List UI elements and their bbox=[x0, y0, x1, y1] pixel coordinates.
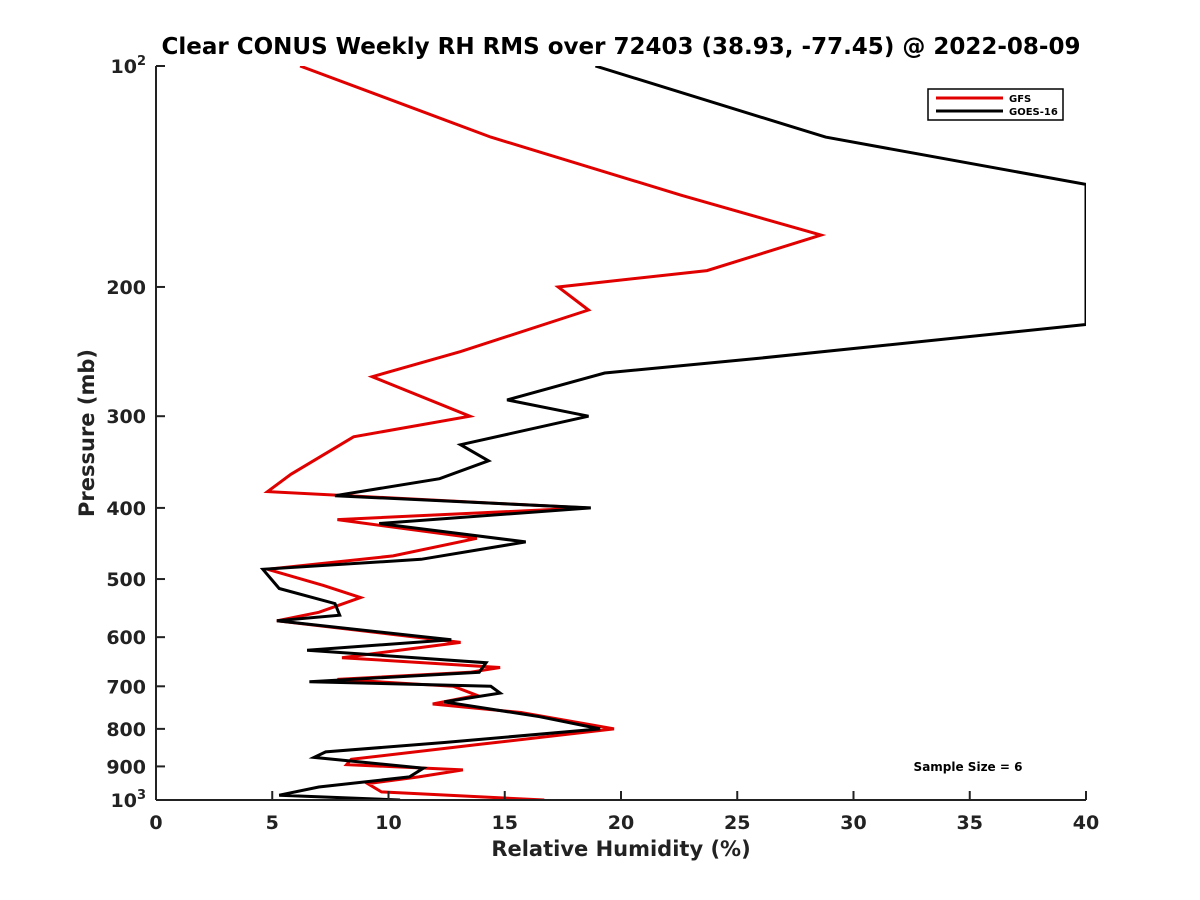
y-tick-label: 103 bbox=[111, 788, 147, 812]
legend-label: GFS bbox=[1009, 94, 1031, 105]
legend: GFS GOES-16 bbox=[927, 88, 1064, 121]
y-tick-label: 102 bbox=[111, 54, 147, 78]
y-tick-label: 400 bbox=[106, 498, 146, 520]
x-tick-label: 10 bbox=[375, 812, 401, 834]
y-tick-label: 900 bbox=[106, 756, 146, 778]
y-tick-label: 300 bbox=[106, 406, 146, 428]
x-tick-label: 0 bbox=[149, 812, 162, 834]
series-line-goes-16 bbox=[259, 66, 1086, 800]
legend-box bbox=[927, 88, 1064, 121]
x-tick-label: 20 bbox=[608, 812, 634, 834]
x-tick-label: 5 bbox=[266, 812, 279, 834]
text-layer: Clear CONUS Weekly RH RMS over 72403 (38… bbox=[75, 34, 1080, 861]
y-tick-label: 700 bbox=[106, 676, 146, 698]
y-tick-label: 800 bbox=[106, 719, 146, 741]
x-tick-label: 15 bbox=[492, 812, 518, 834]
y-tick-label: 500 bbox=[106, 569, 146, 591]
y-axis-label: Pressure (mb) bbox=[75, 349, 99, 517]
series-line-gfs bbox=[263, 66, 827, 800]
y-tick-label: 200 bbox=[106, 277, 146, 299]
sample-size-annotation: Sample Size = 6 bbox=[914, 760, 1023, 774]
chart-title: Clear CONUS Weekly RH RMS over 72403 (38… bbox=[162, 34, 1081, 60]
x-tick-label: 40 bbox=[1073, 812, 1099, 834]
y-tick-label: 600 bbox=[106, 627, 146, 649]
axes-layer: 0 5 10 15 20 25 30 35 40 102 200 300 400 500 600 700 800… bbox=[106, 54, 1099, 834]
x-tick-label: 30 bbox=[840, 812, 866, 834]
legend-label: GOES-16 bbox=[1009, 107, 1058, 118]
x-tick-label: 35 bbox=[957, 812, 983, 834]
x-axis-label: Relative Humidity (%) bbox=[491, 837, 750, 861]
x-tick-label: 25 bbox=[724, 812, 750, 834]
series-layer bbox=[259, 66, 1086, 800]
